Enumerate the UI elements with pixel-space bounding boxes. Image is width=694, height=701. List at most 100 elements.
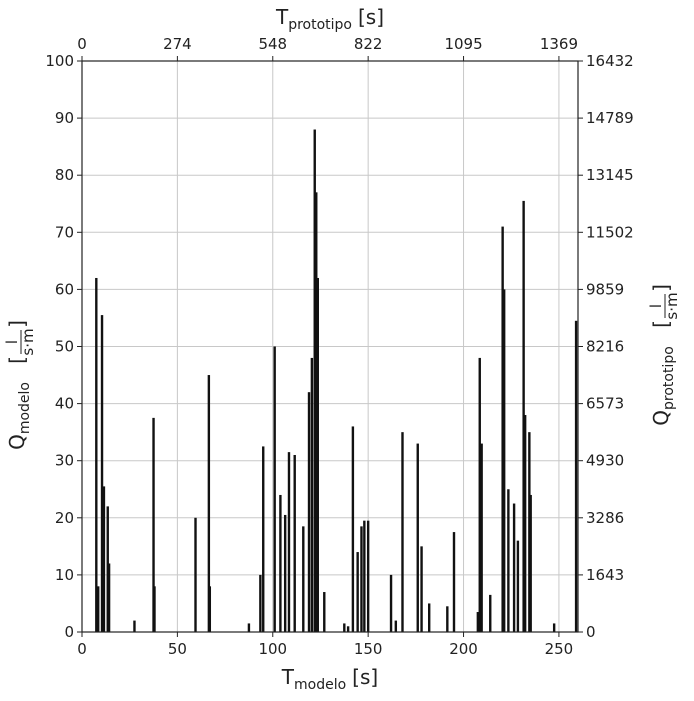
- x-bottom-tick-label: 150: [354, 640, 383, 658]
- bar: [489, 594, 492, 632]
- bar: [516, 540, 520, 632]
- svg-text:l: l: [647, 304, 665, 308]
- y-right-tick-label: 9859: [586, 280, 624, 298]
- bar: [363, 520, 366, 632]
- svg-text:]: ]: [5, 320, 29, 328]
- bar: [107, 563, 111, 632]
- y-right-tick-label: 14789: [586, 109, 634, 127]
- bar: [512, 503, 516, 632]
- y-right-tick-label: 4930: [586, 452, 624, 470]
- bar: [313, 129, 316, 632]
- x-top-tick-label: 1369: [540, 35, 578, 53]
- y-right-tick-label: 0: [586, 623, 596, 641]
- bar: [346, 626, 350, 632]
- svg-text:Qprototipo: Qprototipo: [649, 346, 677, 426]
- y-right-tick-label: 3286: [586, 509, 624, 527]
- y-right-tick-label: 8216: [586, 338, 624, 356]
- y-left-tick-label: 100: [45, 52, 74, 70]
- bar: [323, 592, 326, 632]
- bar: [247, 623, 251, 632]
- x-top-tick-label: 0: [77, 35, 87, 53]
- y-left-tick-label: 40: [55, 395, 74, 413]
- x-top-tick-label: 1095: [444, 35, 482, 53]
- svg-text:[: [: [649, 320, 673, 328]
- bar: [259, 574, 262, 632]
- bar: [287, 452, 291, 632]
- bar: [315, 192, 318, 632]
- y-left-axis-label: Qmodelo [ l s·m ]: [3, 320, 37, 450]
- bar: [528, 432, 531, 632]
- bar: [401, 432, 404, 632]
- bar: [293, 454, 296, 632]
- x-top-tick-label: 822: [354, 35, 383, 53]
- bar: [106, 506, 109, 632]
- y-left-tick-label: 30: [55, 452, 74, 470]
- y-right-tick-label: 13145: [586, 166, 634, 184]
- bar: [389, 574, 393, 632]
- x-bottom-tick-label: 250: [545, 640, 574, 658]
- bar: [420, 546, 423, 632]
- y-left-tick-label: 90: [55, 109, 74, 127]
- bar: [152, 417, 155, 632]
- svg-text:]: ]: [649, 284, 673, 292]
- svg-text:s·m: s·m: [663, 292, 681, 319]
- y-left-tick-label: 20: [55, 509, 74, 527]
- svg-text:s·m: s·m: [19, 328, 37, 355]
- bar: [502, 289, 506, 632]
- bar: [552, 623, 556, 632]
- bar: [262, 446, 265, 632]
- x-bottom-tick-label: 100: [258, 640, 287, 658]
- bar: [343, 623, 346, 632]
- bar: [95, 277, 98, 632]
- y-right-tick-label: 6573: [586, 395, 624, 413]
- x-bottom-tick-label: 200: [449, 640, 478, 658]
- bar: [97, 586, 100, 632]
- y-left-tick-label: 50: [55, 338, 74, 356]
- bar: [446, 606, 449, 632]
- x-bottom-tick-label: 50: [168, 640, 187, 658]
- bar: [507, 489, 510, 632]
- x-bottom-axis-label: Tmodelo [s]: [281, 665, 378, 693]
- svg-text:Qmodelo: Qmodelo: [5, 382, 33, 450]
- bar: [310, 357, 314, 632]
- svg-text:l: l: [3, 340, 21, 344]
- y-left-tick-label: 10: [55, 566, 74, 584]
- y-right-tick-label: 11502: [586, 223, 634, 241]
- y-left-tick-label: 70: [55, 223, 74, 241]
- bar: [351, 426, 355, 632]
- bar: [529, 494, 532, 632]
- x-top-axis-label: Tprototipo [s]: [275, 5, 384, 33]
- x-bottom-tick-label: 0: [77, 640, 87, 658]
- bar: [452, 532, 456, 632]
- bar: [574, 320, 578, 632]
- bars: [95, 129, 578, 632]
- bar: [100, 315, 104, 632]
- y-right-axis-label: Qprototipo [ l s·m ]: [647, 284, 681, 426]
- bar: [207, 375, 211, 632]
- bar: [302, 526, 305, 632]
- bar: [102, 486, 106, 632]
- bar: [476, 612, 480, 632]
- x-top-tick-label: 274: [163, 35, 192, 53]
- bar: [133, 620, 136, 632]
- bar: [356, 552, 359, 632]
- bar: [478, 357, 481, 632]
- bar: [307, 392, 311, 632]
- bar: [428, 603, 431, 632]
- bar: [522, 200, 525, 632]
- y-left-tick-label: 60: [55, 280, 74, 298]
- bar: [283, 514, 287, 632]
- ticks: 0 50 100 150 200 250 0 274 548 822 1095 1369 0 10 20 30…: [45, 35, 633, 658]
- y-right-tick-label: 16432: [586, 52, 634, 70]
- bar: [394, 620, 398, 632]
- bar: [416, 443, 419, 632]
- y-right-tick-label: 1643: [586, 566, 624, 584]
- bar: [366, 520, 370, 632]
- bar: [360, 526, 363, 632]
- x-top-tick-label: 548: [258, 35, 287, 53]
- bar: [208, 586, 212, 632]
- bar: [501, 226, 504, 632]
- y-left-tick-label: 0: [64, 623, 74, 641]
- y-left-tick-label: 80: [55, 166, 74, 184]
